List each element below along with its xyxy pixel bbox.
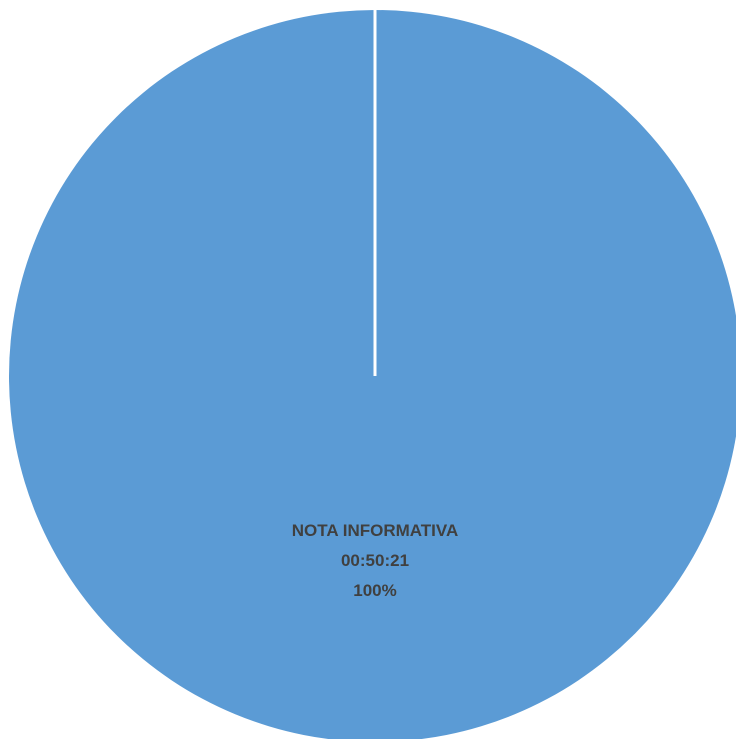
- slice-label-value: 00:50:21: [341, 551, 409, 570]
- slice-label-percent: 100%: [353, 581, 396, 600]
- pie-slices: [9, 8, 736, 739]
- pie-labels: NOTA INFORMATIVA 00:50:21 100%: [292, 521, 459, 600]
- slice-label-category: NOTA INFORMATIVA: [292, 521, 459, 540]
- pie-slice-0: [9, 10, 736, 739]
